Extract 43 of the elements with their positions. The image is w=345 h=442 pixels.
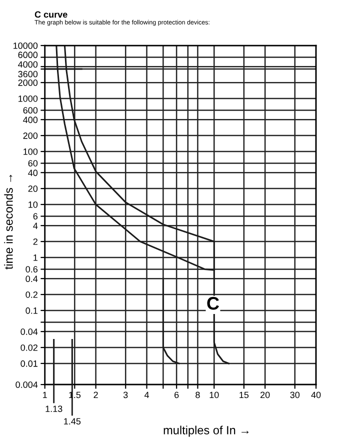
y-tick-label: 10 [28, 201, 38, 208]
y-tick-label: 6000 [18, 52, 38, 58]
y-tick-label: 4 [33, 222, 38, 229]
y-tick-label: 1 [34, 254, 38, 261]
chart-title: C curve [34, 11, 68, 18]
y-tick-label: 20 [28, 186, 38, 192]
x-tick-label: 20 [260, 392, 270, 398]
x-tick-label: 10 [210, 392, 219, 398]
y-tick-label: 0.04 [20, 328, 38, 335]
y-tick-label: 400 [23, 116, 38, 124]
y-tick-label: 0.1 [26, 307, 38, 314]
y-tick-label: 2 [33, 238, 38, 245]
x-tick-label: 4 [144, 392, 150, 398]
y-tick-label: 0.6 [26, 266, 38, 272]
y-tick-label: 3600 [18, 70, 38, 78]
y-tick-label: 1000 [18, 95, 38, 102]
y-tick-label: 200 [23, 132, 38, 139]
y-tick-label: 4000 [18, 61, 38, 68]
y-tick-label: 10000 [13, 42, 38, 49]
y-tick-label: 600 [23, 107, 38, 114]
annotation: C [207, 296, 219, 310]
x-tick-label: 6 [174, 392, 179, 398]
x-axis-title: multiples of In → [164, 426, 249, 437]
annotation: 1.13 [46, 406, 62, 412]
x-tick-label: 30 [290, 392, 300, 398]
y-axis-title: time in seconds → [4, 174, 13, 270]
y-tick-label: 2000 [18, 80, 38, 86]
x-tick-label: 3 [123, 392, 128, 398]
y-tick-label: 0.4 [26, 276, 38, 282]
y-tick-label: 40 [28, 170, 38, 176]
y-tick-label: 0.004 [16, 382, 38, 388]
y-tick-label: 0.01 [20, 360, 38, 367]
x-tick-label: 2 [94, 392, 98, 398]
y-tick-label: 6 [33, 213, 38, 220]
y-tick-label: 0.2 [26, 291, 38, 298]
annotation: 1.45 [64, 418, 81, 425]
x-tick-label: 8 [196, 392, 200, 398]
y-tick-label: 100 [24, 148, 38, 155]
y-tick-label: 0.02 [20, 344, 38, 351]
x-tick-label: 15 [240, 392, 249, 398]
x-tick-label: 40 [311, 392, 321, 398]
x-tick-label: 1 [43, 392, 47, 398]
y-tick-label: 60 [28, 160, 38, 166]
